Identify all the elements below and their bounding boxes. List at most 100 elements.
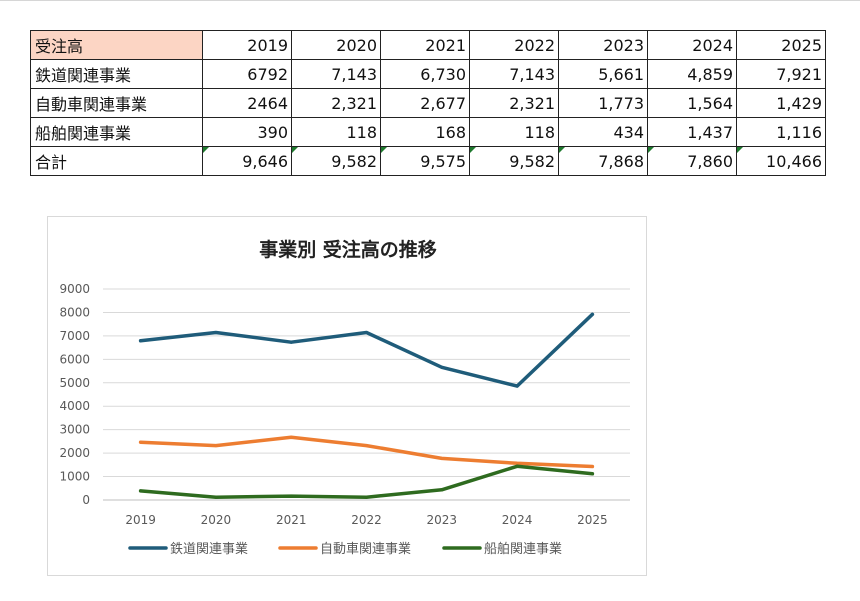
value-cell[interactable]: 168 [380, 117, 470, 147]
data-point [590, 312, 594, 316]
value-cell[interactable]: 1,116 [736, 117, 826, 147]
x-tick-label: 2021 [276, 513, 307, 527]
data-point [515, 384, 519, 388]
legend-label: 船舶関連事業 [484, 541, 562, 557]
value-cell[interactable]: 7,868 [558, 146, 648, 176]
cell-value: 118 [524, 122, 555, 142]
value-cell[interactable]: 9,575 [380, 146, 470, 176]
data-point [289, 494, 293, 498]
cell-value: 1,564 [687, 93, 733, 113]
data-point [440, 456, 444, 460]
chart-title: 事業別 受注高の推移 [259, 239, 437, 261]
header-year-cell[interactable]: 2022 [469, 30, 559, 60]
value-cell[interactable]: 7,860 [647, 146, 737, 176]
x-tick-label: 2023 [427, 513, 458, 527]
value-cell[interactable]: 118 [291, 117, 381, 147]
formula-warning-icon [470, 147, 476, 153]
row-label-cell[interactable]: 船舶関連事業 [30, 117, 203, 147]
value-cell[interactable]: 7,143 [469, 59, 559, 89]
value-cell[interactable]: 1,564 [647, 88, 737, 118]
value-cell[interactable]: 7,921 [736, 59, 826, 89]
data-point [214, 495, 218, 499]
data-point [590, 472, 594, 476]
value-cell[interactable]: 9,646 [202, 146, 292, 176]
value-cell[interactable]: 2,321 [291, 88, 381, 118]
y-tick-label: 5000 [59, 376, 90, 390]
value-cell[interactable]: 1,429 [736, 88, 826, 118]
cell-value: 2,677 [420, 93, 466, 113]
cell-value: 7,143 [331, 64, 377, 84]
y-tick-label: 8000 [59, 305, 90, 319]
data-point [590, 464, 594, 468]
data-table: 受注高 2019 2020 2021 2022 2023 2024 2025 鉄道関連事業 679… [30, 30, 826, 176]
table-row: 船舶関連事業 390 118 168 118 434 1,437 1,116 [30, 117, 826, 147]
cell-value: 1,773 [598, 93, 644, 113]
formula-warning-icon [381, 147, 387, 153]
header-year-cell[interactable]: 2020 [291, 30, 381, 60]
cell-value: 2,321 [509, 93, 555, 113]
cell-value: 9,575 [420, 151, 466, 171]
value-cell[interactable]: 7,143 [291, 59, 381, 89]
value-cell[interactable]: 2,321 [469, 88, 559, 118]
table-row: 自動車関連事業 2464 2,321 2,677 2,321 1,773 1,564 1,42… [30, 88, 826, 118]
data-point [440, 365, 444, 369]
x-tick-label: 2020 [201, 513, 232, 527]
y-tick-label: 6000 [59, 352, 90, 366]
y-tick-label: 2000 [59, 446, 90, 460]
cell-value: 7,143 [509, 64, 555, 84]
data-point [515, 461, 519, 465]
cell-value: 2,321 [331, 93, 377, 113]
header-year-cell[interactable]: 2019 [202, 30, 292, 60]
series-line-3 [138, 464, 595, 499]
cell-value: 7,860 [687, 151, 733, 171]
formula-warning-icon [737, 147, 743, 153]
value-cell[interactable]: 6792 [202, 59, 292, 89]
cell-value: 434 [613, 122, 644, 142]
data-point [139, 489, 143, 493]
row-label-cell[interactable]: 合計 [30, 146, 203, 176]
value-cell[interactable]: 5,661 [558, 59, 648, 89]
value-cell[interactable]: 6,730 [380, 59, 470, 89]
cell-value: 6,730 [420, 64, 466, 84]
header-year-cell[interactable]: 2021 [380, 30, 470, 60]
value-cell[interactable]: 9,582 [469, 146, 559, 176]
value-cell[interactable]: 434 [558, 117, 648, 147]
value-cell[interactable]: 4,859 [647, 59, 737, 89]
data-point [289, 435, 293, 439]
header-year-cell[interactable]: 2023 [558, 30, 648, 60]
cell-value: 5,661 [598, 64, 644, 84]
cell-value: 390 [257, 122, 288, 142]
value-cell[interactable]: 2,677 [380, 88, 470, 118]
data-point [365, 495, 368, 499]
cell-value: 118 [346, 122, 377, 142]
data-point [214, 331, 218, 335]
data-point [365, 444, 368, 448]
value-cell[interactable]: 1,773 [558, 88, 648, 118]
data-point [214, 444, 218, 448]
table-row: 合計 9,646 9,582 9,575 9,582 7,868 7,860 10,466 [30, 146, 826, 176]
value-cell[interactable]: 9,582 [291, 146, 381, 176]
x-tick-label: 2024 [502, 513, 533, 527]
value-cell[interactable]: 1,437 [647, 117, 737, 147]
value-cell[interactable]: 390 [202, 117, 292, 147]
header-label-cell[interactable]: 受注高 [30, 30, 203, 60]
header-year-cell[interactable]: 2024 [647, 30, 737, 60]
x-tick-label: 2022 [351, 513, 382, 527]
data-point [139, 440, 143, 444]
y-tick-label: 4000 [59, 399, 90, 413]
row-label-cell[interactable]: 自動車関連事業 [30, 88, 203, 118]
data-point [289, 340, 293, 344]
x-tick-label: 2019 [125, 513, 156, 527]
value-cell[interactable]: 2464 [202, 88, 292, 118]
cell-value: 168 [435, 122, 466, 142]
value-cell[interactable]: 118 [469, 117, 559, 147]
series-line-2 [138, 435, 595, 469]
value-cell[interactable]: 10,466 [736, 146, 826, 176]
line-chart[interactable]: 事業別 受注高の推移 0 1000 2000 3000 4000 5000 6000 7000… [47, 216, 647, 576]
formula-warning-icon [203, 147, 209, 153]
formula-warning-icon [559, 147, 565, 153]
row-label-cell[interactable]: 鉄道関連事業 [30, 59, 203, 89]
y-tick-label: 1000 [59, 470, 90, 484]
header-year-cell[interactable]: 2025 [736, 30, 826, 60]
table-row: 鉄道関連事業 6792 7,143 6,730 7,143 5,661 4,859 7,921 [30, 59, 826, 89]
